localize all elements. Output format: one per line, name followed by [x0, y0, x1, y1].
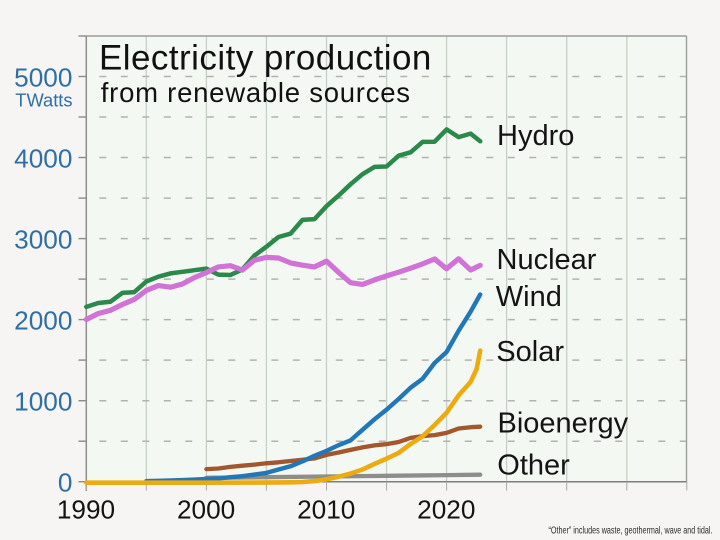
- svg-text:4000: 4000: [14, 143, 72, 173]
- svg-text:5000: 5000: [14, 62, 72, 92]
- svg-text:Hydro: Hydro: [497, 120, 574, 152]
- svg-text:2020: 2020: [417, 494, 475, 524]
- svg-text:Wind: Wind: [496, 281, 562, 313]
- svg-text:TWatts: TWatts: [15, 90, 72, 111]
- svg-text:Electricity production: Electricity production: [99, 38, 432, 77]
- svg-text:Bioenergy: Bioenergy: [498, 407, 629, 439]
- svg-text:1990: 1990: [57, 494, 115, 524]
- svg-text:2010: 2010: [297, 494, 355, 524]
- svg-text:Solar: Solar: [496, 336, 564, 368]
- svg-text:1000: 1000: [14, 387, 72, 417]
- svg-text:Nuclear: Nuclear: [497, 244, 597, 276]
- svg-text:from renewable sources: from renewable sources: [101, 77, 411, 108]
- svg-text:“Other” includes waste, geothe: “Other” includes waste, geothermal, wave…: [549, 526, 713, 537]
- svg-text:3000: 3000: [14, 224, 72, 254]
- svg-text:Other: Other: [497, 450, 570, 482]
- svg-text:0: 0: [58, 468, 73, 498]
- svg-text:2000: 2000: [177, 494, 235, 524]
- svg-text:2000: 2000: [14, 305, 72, 335]
